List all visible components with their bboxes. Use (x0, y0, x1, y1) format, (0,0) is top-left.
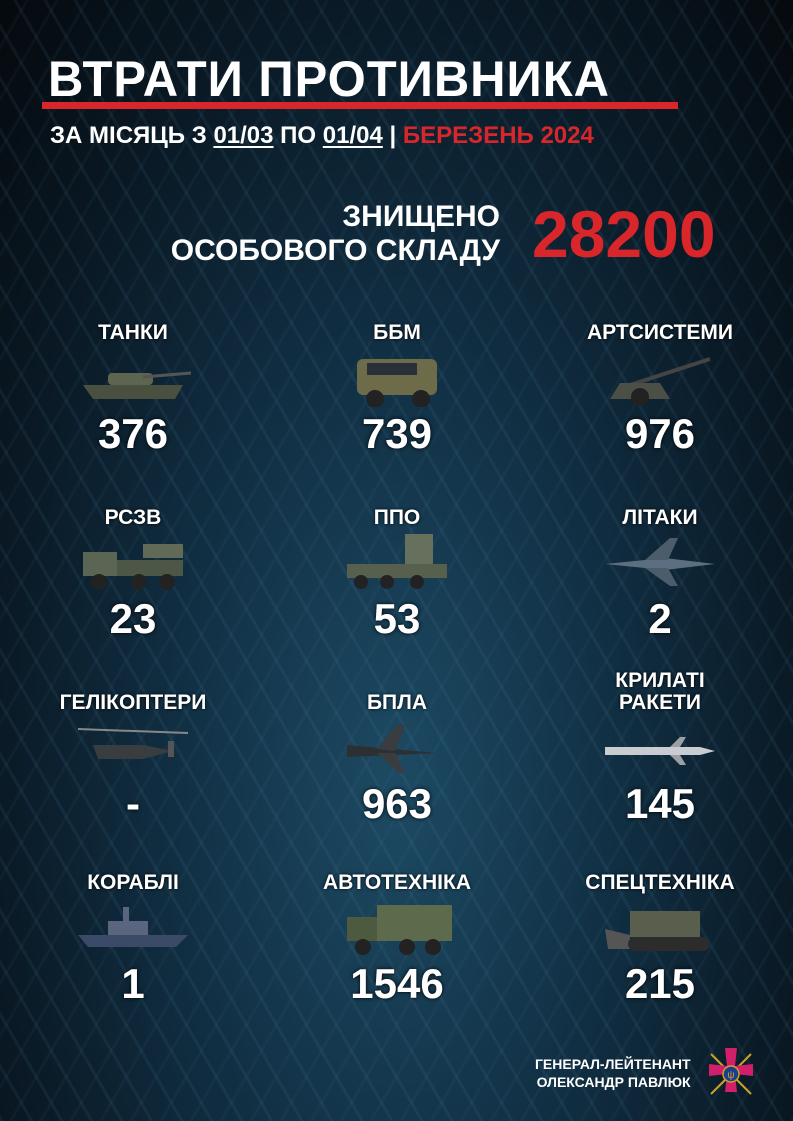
truck-icon (347, 905, 452, 955)
loss-item-label: ППО (373, 506, 421, 529)
air-defense-icon (347, 534, 447, 589)
special-equipment-icon (605, 911, 710, 951)
signature-rank: ГЕНЕРАЛ-ЛЕЙТЕНАНТ (535, 1056, 691, 1072)
loss-item: ГЕЛІКОПТЕРИ - (13, 670, 253, 828)
helicopter-icon (77, 728, 189, 759)
month: БЕРЕЗЕНЬ 2024 (402, 122, 594, 149)
loss-item-label: СПЕЦТЕХНІКА (585, 871, 735, 894)
mlrs-icon (83, 544, 183, 590)
personnel-line1: ЗНИЩЕНО (342, 200, 500, 233)
loss-item: КРИЛАТІ РАКЕТИ 145 (540, 670, 780, 828)
armed-forces-emblem-icon: ψ (709, 1048, 753, 1095)
loss-item-value: 23 (109, 595, 157, 642)
tank-icon (83, 371, 192, 399)
loss-item-value: 976 (624, 410, 696, 457)
personnel-label: ЗНИЩЕНО ОСОБОВОГО СКЛАДУ (108, 200, 500, 268)
period-mid: ПО (273, 122, 323, 149)
loss-item-label: КРИЛАТІ РАКЕТИ (615, 669, 705, 714)
loss-item-value: 145 (624, 780, 696, 827)
loss-item: ЛІТАКИ 2 (540, 485, 780, 643)
aircraft-icon (605, 538, 715, 586)
loss-item: БПЛА 963 (277, 670, 517, 828)
title-underline (42, 102, 678, 109)
loss-item: ППО 53 (277, 485, 517, 643)
artillery-icon (610, 357, 711, 406)
loss-item-label: БПЛА (366, 691, 428, 714)
period-subtitle: ЗА МІСЯЦЬ З 01/03 ПО 01/04 | БЕРЕЗЕНЬ 20… (50, 122, 594, 150)
signature-name: ОЛЕКСАНДР ПАВЛЮК (536, 1074, 691, 1090)
svg-text:ψ: ψ (727, 1070, 734, 1081)
loss-item-value: 215 (624, 960, 696, 1007)
page-title: ВТРАТИ ПРОТИВНИКА (48, 51, 611, 107)
loss-item-value: 376 (97, 410, 169, 457)
separator: | (382, 122, 403, 149)
loss-item-label: ГЕЛІКОПТЕРИ (59, 691, 207, 714)
signature: ГЕНЕРАЛ-ЛЕЙТЕНАНТ ОЛЕКСАНДР ПАВЛЮК (535, 1055, 691, 1091)
loss-item-value: 2 (648, 595, 672, 642)
loss-item: ББМ 739 (277, 300, 517, 458)
loss-item: КОРАБЛІ 1 (13, 850, 253, 1008)
loss-item: АРТСИСТЕМИ 976 (540, 300, 780, 458)
loss-item: РСЗВ 23 (13, 485, 253, 643)
ship-icon (78, 907, 188, 947)
period-prefix: ЗА МІСЯЦЬ З (50, 122, 214, 149)
loss-item-label: ББМ (373, 321, 421, 344)
loss-item-value: 53 (373, 595, 421, 642)
loss-item-label: АВТОТЕХНІКА (323, 871, 471, 894)
date-from: 01/03 (213, 122, 274, 149)
loss-item-value: 963 (361, 780, 433, 827)
loss-item: ТАНКИ 376 (13, 300, 253, 458)
loss-item: СПЕЦТЕХНІКА 215 (540, 850, 780, 1008)
cruise-missile-icon (605, 737, 715, 765)
loss-item-label: ЛІТАКИ (622, 506, 698, 529)
personnel-line2: ОСОБОВОГО СКЛАДУ (170, 234, 500, 267)
loss-item-label: КОРАБЛІ (87, 871, 179, 894)
date-to: 01/04 (322, 122, 383, 149)
drone-icon (347, 725, 437, 773)
loss-item: АВТОТЕХНІКА 1546 (277, 850, 517, 1008)
loss-item-value: - (126, 780, 140, 827)
loss-item-label: ТАНКИ (98, 321, 168, 344)
armored-vehicle-icon (357, 359, 437, 407)
personnel-value: 28200 (532, 197, 716, 271)
loss-item-label: АРТСИСТЕМИ (586, 321, 734, 344)
loss-item-value: 1546 (350, 960, 444, 1007)
loss-item-value: 739 (361, 410, 433, 457)
loss-item-label: РСЗВ (104, 506, 162, 529)
loss-item-value: 1 (121, 960, 145, 1007)
